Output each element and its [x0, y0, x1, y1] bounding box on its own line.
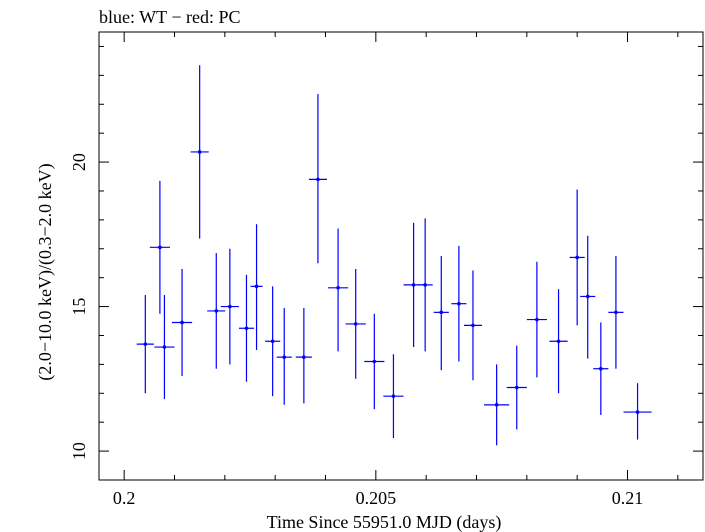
point-marker — [514, 385, 519, 390]
point-marker — [158, 245, 162, 250]
data-point — [593, 322, 609, 415]
data-point — [220, 248, 239, 365]
data-point — [383, 354, 404, 439]
data-point — [295, 308, 312, 404]
data-point — [526, 261, 547, 378]
data-point — [417, 218, 433, 352]
data-point — [136, 295, 154, 394]
x-tick-label: 0.21 — [612, 488, 644, 508]
point-marker — [585, 294, 590, 299]
data-point — [265, 286, 281, 397]
plot-frame — [98, 31, 704, 481]
y-axis-ticks — [99, 45, 703, 481]
point-marker — [614, 310, 618, 315]
data-point — [549, 289, 568, 394]
x-tick-label: 0.2 — [113, 488, 136, 508]
data-point — [276, 308, 292, 405]
data-point — [250, 224, 263, 350]
point-marker — [391, 394, 396, 398]
data-point — [580, 235, 596, 359]
data-point — [433, 256, 449, 371]
data-point — [238, 274, 255, 382]
point-marker — [423, 283, 427, 287]
point-marker — [575, 255, 579, 260]
x-tick-label: 0.205 — [356, 488, 397, 508]
data-point — [190, 65, 209, 239]
point-marker — [635, 410, 640, 414]
point-marker — [282, 355, 287, 359]
data-point — [364, 313, 385, 410]
chart-title: blue: WT − red: PC — [99, 7, 240, 27]
data-point — [171, 269, 193, 376]
y-tick-label: 10 — [69, 442, 89, 460]
data-point — [154, 295, 175, 400]
y-tick-label: 15 — [69, 298, 89, 316]
point-marker — [336, 285, 340, 290]
point-marker — [162, 345, 167, 349]
point-marker — [180, 320, 184, 325]
point-marker — [372, 359, 377, 364]
point-marker — [471, 323, 475, 328]
y-axis-tick-labels: 10 15 20 — [69, 153, 89, 460]
data-point — [345, 269, 366, 379]
data-point — [484, 364, 510, 446]
point-marker — [494, 403, 499, 407]
data-series — [136, 65, 652, 446]
point-marker — [457, 301, 461, 306]
data-point — [506, 345, 527, 430]
point-marker — [316, 177, 320, 182]
x-axis-label: Time Since 55951.0 MJD (days) — [267, 512, 502, 532]
point-marker — [535, 317, 539, 322]
point-marker — [411, 283, 416, 287]
data-point — [569, 189, 585, 326]
point-marker — [254, 284, 259, 289]
point-marker — [244, 326, 249, 331]
point-marker — [353, 322, 358, 326]
point-marker — [143, 342, 148, 346]
point-marker — [214, 309, 219, 313]
point-marker — [439, 310, 444, 315]
point-marker — [556, 339, 561, 344]
data-point — [207, 253, 226, 369]
data-point — [451, 245, 467, 362]
data-point — [463, 270, 483, 381]
point-marker — [228, 304, 232, 309]
data-point — [328, 228, 349, 352]
data-point — [149, 180, 170, 314]
point-marker — [197, 150, 202, 154]
x-axis-ticks — [123, 32, 679, 480]
point-marker — [599, 366, 603, 371]
point-marker — [302, 355, 306, 359]
y-tick-label: 20 — [69, 153, 89, 171]
data-point — [308, 94, 328, 264]
data-point — [623, 383, 652, 440]
point-marker — [270, 339, 275, 344]
data-point — [608, 256, 624, 369]
y-axis-label: (2.0−10.0 keV)/(0.3−2.0 keV) — [35, 163, 56, 380]
x-axis-tick-labels: 0.2 0.205 0.21 — [113, 488, 643, 508]
